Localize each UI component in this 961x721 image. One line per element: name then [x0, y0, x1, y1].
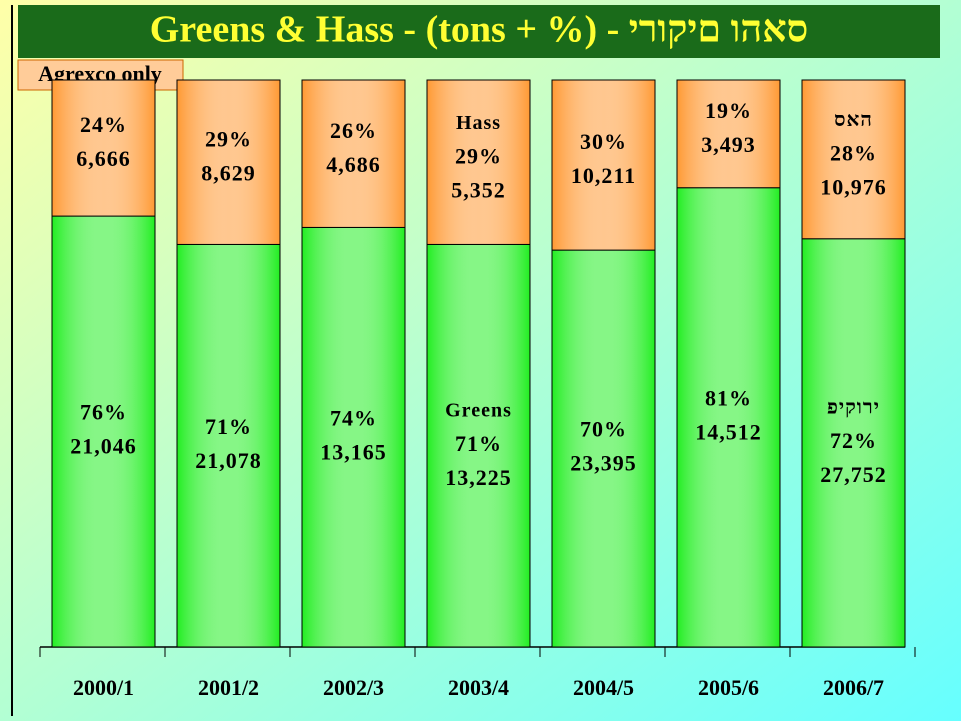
tons-label: 21,046	[70, 434, 137, 459]
bar-segment	[801, 238, 906, 648]
bar-segment	[176, 79, 281, 245]
bar-segment	[51, 215, 156, 648]
bar-segment	[551, 79, 656, 251]
value-label: 26%	[330, 118, 377, 143]
x-tick-label: 2006/7	[823, 675, 884, 700]
title-bar	[18, 5, 940, 58]
tons-label: 14,512	[695, 419, 762, 444]
tons-label: 3,493	[701, 132, 756, 157]
value-label: 71%	[205, 414, 252, 439]
annotation: סאה	[834, 109, 873, 131]
value-label: 19%	[705, 98, 752, 123]
tons-label: 27,752	[820, 462, 887, 487]
value-label: 30%	[580, 129, 627, 154]
x-tick-label: 2002/3	[323, 675, 384, 700]
value-label: 28%	[830, 140, 877, 165]
x-tick-label: 2004/5	[573, 675, 634, 700]
annotation: פיקורי	[827, 396, 880, 418]
bar-segment	[426, 243, 531, 648]
value-label: 72%	[830, 428, 877, 453]
bar-segment	[426, 79, 531, 245]
x-tick-label: 2003/4	[448, 675, 509, 700]
tons-label: 23,395	[570, 451, 637, 476]
value-label: 81%	[705, 385, 752, 410]
value-label: 70%	[580, 417, 627, 442]
tons-label: 8,629	[201, 160, 256, 185]
x-tick-label: 2000/1	[73, 675, 134, 700]
bar-segment	[301, 79, 406, 228]
value-label: 29%	[205, 126, 252, 151]
chart-title: Greens & Hass - (tons + %) - ירוקים והאס	[150, 9, 809, 51]
tons-label: 10,211	[571, 163, 636, 188]
value-label: 76%	[80, 400, 127, 425]
value-label: 71%	[455, 431, 502, 456]
bar-segment	[551, 249, 656, 648]
x-tick-label: 2001/2	[198, 675, 259, 700]
bar-segment	[51, 79, 156, 217]
tons-label: 13,165	[320, 439, 387, 464]
value-label: 74%	[330, 405, 377, 430]
x-tick-label: 2005/6	[698, 675, 759, 700]
annotation: Greens	[445, 399, 512, 421]
bar-segment	[676, 187, 781, 648]
tons-label: 21,078	[195, 448, 262, 473]
value-label: 29%	[455, 143, 502, 168]
tons-label: 13,225	[445, 465, 512, 490]
tons-label: 10,976	[820, 174, 887, 199]
tons-label: 4,686	[326, 152, 381, 177]
tons-label: 5,352	[451, 177, 506, 202]
bar-segment	[176, 243, 281, 648]
value-label: 24%	[80, 112, 127, 137]
bar-segment	[801, 79, 906, 240]
tons-label: 6,666	[76, 146, 131, 171]
bar-segment	[676, 79, 781, 189]
annotation: Hass	[456, 112, 501, 134]
bar-segment	[301, 226, 406, 648]
